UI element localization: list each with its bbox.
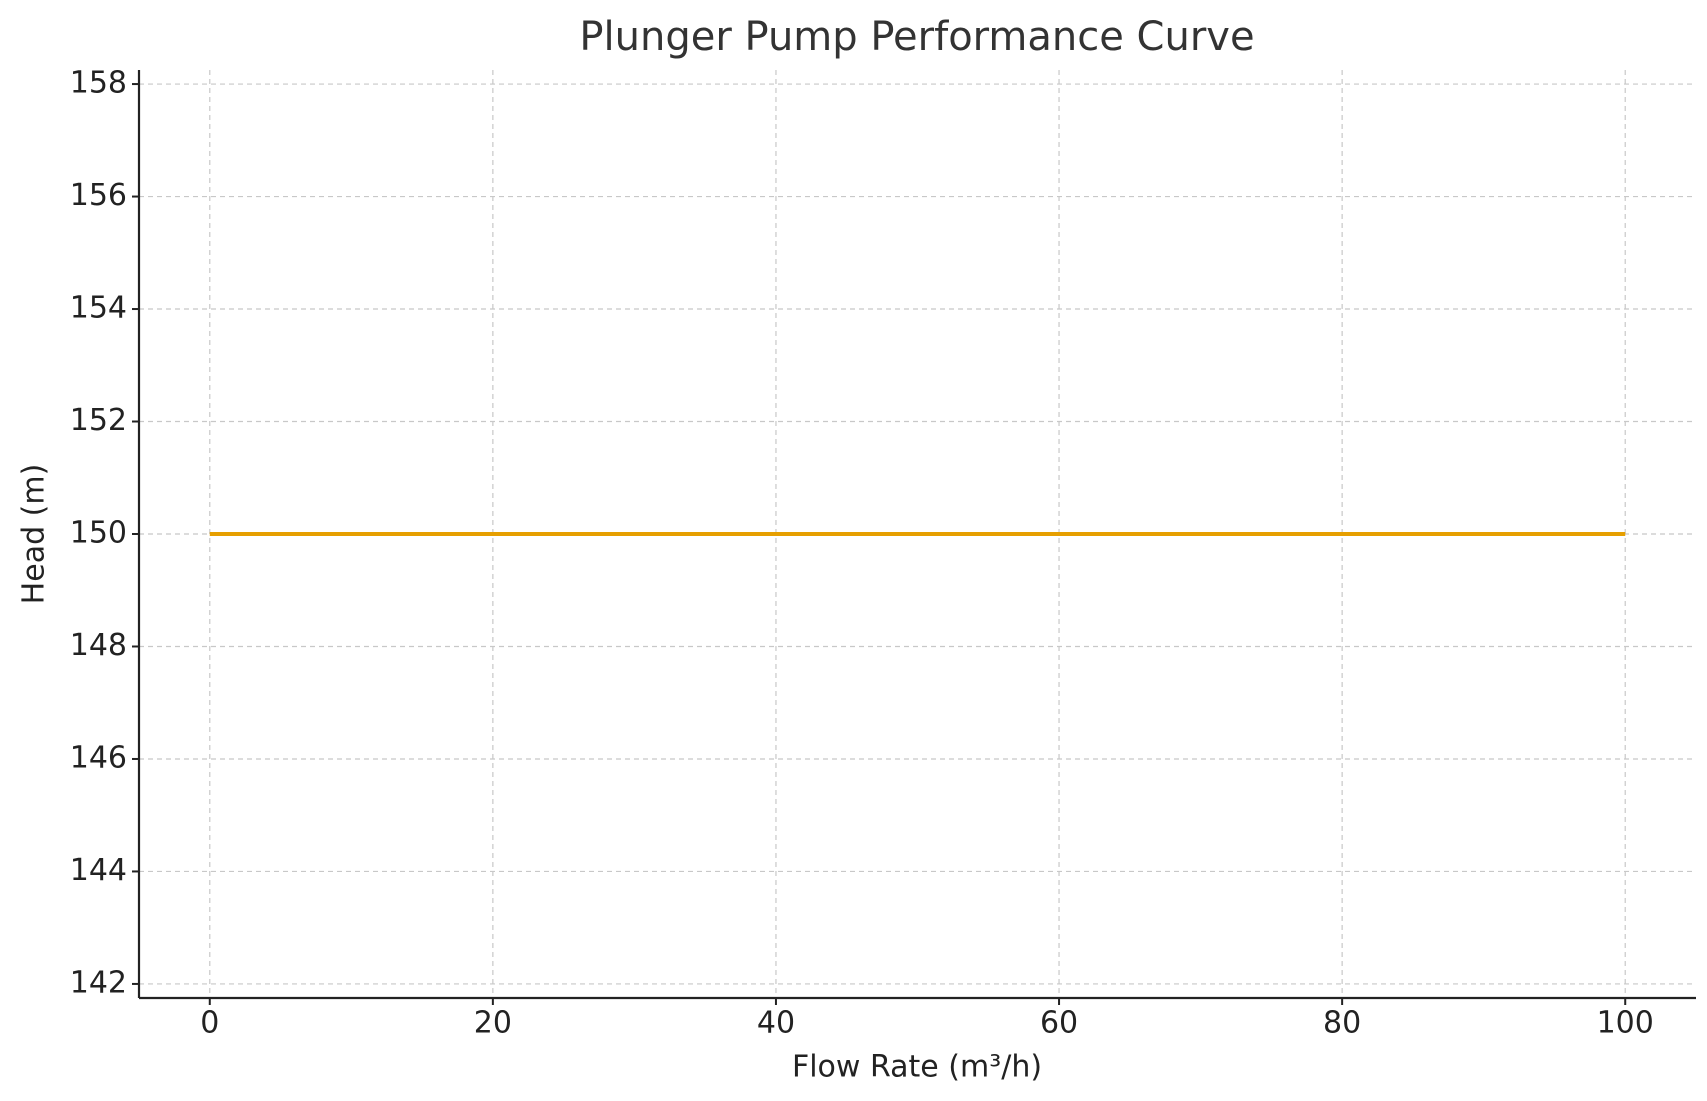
x-tick-label: 0 bbox=[200, 1006, 219, 1041]
x-axis-label: Flow Rate (m³/h) bbox=[792, 1050, 1042, 1085]
x-tick-label: 40 bbox=[757, 1006, 795, 1041]
y-axis-label: Head (m) bbox=[17, 464, 52, 605]
y-tick-label: 158 bbox=[70, 66, 127, 101]
chart-title: Plunger Pump Performance Curve bbox=[579, 14, 1254, 60]
x-tick-label: 20 bbox=[474, 1006, 512, 1041]
y-tick-label: 148 bbox=[70, 628, 127, 663]
y-tick-label: 156 bbox=[70, 178, 127, 213]
y-tick-label: 152 bbox=[70, 403, 127, 438]
x-tick-label: 80 bbox=[1323, 1006, 1361, 1041]
y-tick-label: 142 bbox=[70, 965, 127, 1000]
y-tick-label: 154 bbox=[70, 291, 127, 326]
y-tick-label: 150 bbox=[70, 516, 127, 551]
y-tick-label: 146 bbox=[70, 740, 127, 775]
x-tick-label: 60 bbox=[1040, 1006, 1078, 1041]
y-tick-label: 144 bbox=[70, 853, 127, 888]
x-tick-label: 100 bbox=[1597, 1006, 1654, 1041]
